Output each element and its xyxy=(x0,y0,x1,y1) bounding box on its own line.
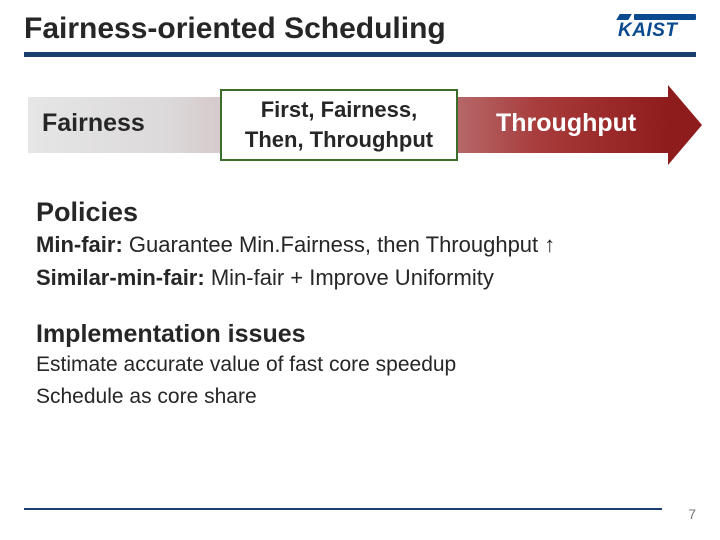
center-line-1: First, Fairness, xyxy=(261,95,418,125)
min-fair-desc: Guarantee Min.Fairness, then Throughput … xyxy=(123,232,556,257)
arrow-left-label: Fairness xyxy=(42,109,145,138)
min-fair-label: Min-fair: xyxy=(36,232,123,257)
implementation-line-2: Schedule as core share xyxy=(36,381,684,413)
page-title: Fairness-oriented Scheduling xyxy=(24,12,446,46)
logo-text: KAIST xyxy=(618,21,696,40)
logo-wing-icon xyxy=(618,14,696,20)
title-underline xyxy=(24,52,696,57)
arrow-head-icon xyxy=(668,85,702,165)
kaist-logo: KAIST xyxy=(618,14,696,40)
policies-line-1: Min-fair: Guarantee Min.Fairness, then T… xyxy=(36,228,684,261)
footer-rule xyxy=(24,508,662,510)
center-line-2: Then, Throughput xyxy=(245,125,433,155)
gradient-arrow-diagram: Fairness First, Fairness, Then, Throughp… xyxy=(24,89,696,167)
center-callout-box: First, Fairness, Then, Throughput xyxy=(220,89,458,161)
policies-heading: Policies xyxy=(36,197,684,228)
page-number: 7 xyxy=(688,506,696,522)
similar-min-fair-label: Similar-min-fair: xyxy=(36,265,205,290)
similar-min-fair-desc: Min-fair + Improve Uniformity xyxy=(205,265,494,290)
implementation-line-1: Estimate accurate value of fast core spe… xyxy=(36,349,684,381)
policies-line-2: Similar-min-fair: Min-fair + Improve Uni… xyxy=(36,261,684,294)
implementation-heading: Implementation issues xyxy=(36,320,684,349)
arrow-right-label: Throughput xyxy=(496,109,636,138)
